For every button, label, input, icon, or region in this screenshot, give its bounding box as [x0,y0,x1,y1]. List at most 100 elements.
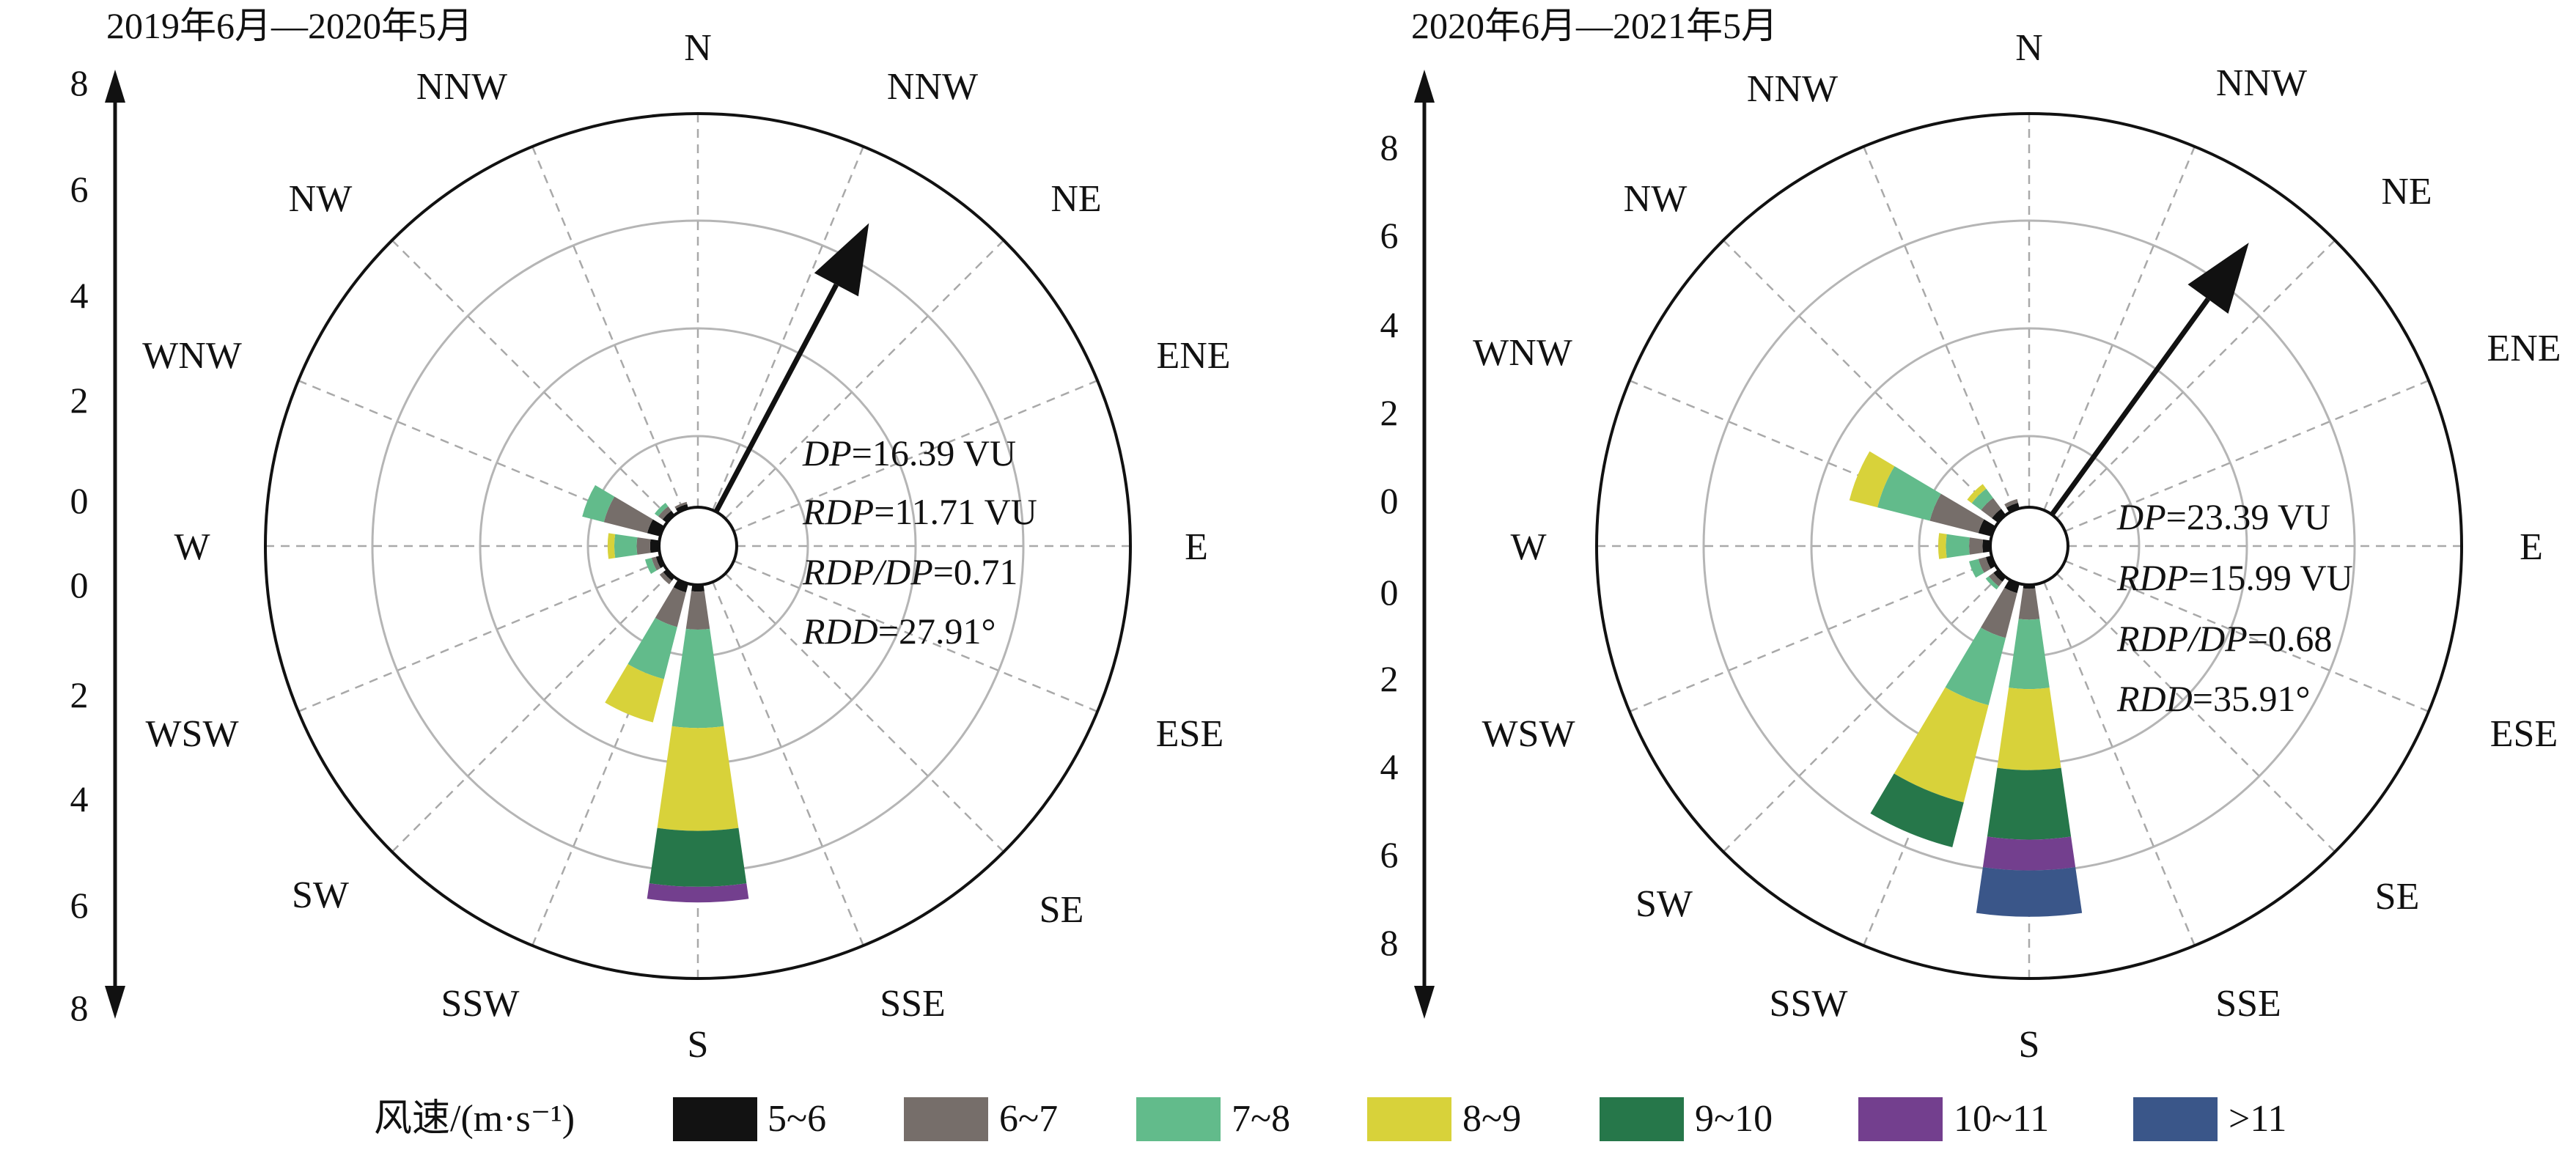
panel-2-petal-270-bin-6-7 [1969,537,1984,555]
panel-2-spoke [2043,146,2196,511]
wind-rose-panel-1: 2019年6月—2020年5月 8 6 4 2 0 0 2 4 6 8 [70,5,1231,1066]
panel-2-petal-270-bin-8-9 [1937,533,1947,559]
panel-2-dir-label: WSW [1482,713,1575,755]
panel-1-dir-label: S [688,1024,709,1066]
panel-1-tick-upper-4: 4 [70,275,89,316]
panel-1-petal-315-bin-6-7 [658,506,671,520]
panel-2-dir-label: SW [1635,883,1693,925]
panel-1-tick-lower-6: 6 [70,885,89,926]
panel-2-petal-248-bin-6-7 [1978,557,1991,573]
panel-2-arrow-shaft [2050,297,2210,517]
panel-1-stat-rdp: RDP=11.71 VU [802,491,1037,532]
legend-swatch-gt11 [2133,1097,2218,1141]
panel-1-dir-label: ESE [1156,713,1223,755]
panel-2-petal-225-bin-5-6 [1993,569,2006,582]
panel-2-tick-upper-4: 4 [1380,304,1399,345]
panel-1-spoke [298,560,663,712]
panel-2-tick-lower-8: 8 [1380,922,1399,963]
panel-1-spoke [733,380,1098,532]
panel-1-petal-180-bin-9-10 [649,828,747,887]
panel-2-dir-label: WNW [1473,332,1572,374]
panel-2-spoke [1722,239,2003,520]
legend-swatch-7-8 [1136,1097,1221,1141]
panel-2-stat-rdp: RDP=15.99 VU [2116,557,2353,598]
panel-1-petal-248-bin-7-8 [644,558,657,574]
panel-1-petal-203-bin-6-7 [655,587,686,627]
panel-2-petal-293-bin-7-8 [1877,465,1941,521]
panel-2-resultant-arrow [2050,243,2249,517]
panel-1-petal-315-bin-5-6 [662,510,675,523]
panel-2-tick-lower-2: 2 [1380,658,1399,699]
panel-1-petal-270-bin-6-7 [636,537,651,555]
panel-1-axis-arrow-up [105,70,125,103]
panel-1-stat-rdp-dp: RDP/DP=0.71 [802,551,1017,592]
panel-2-spoke [2043,581,2196,946]
panel-2-petal-225-bin-6-7 [1988,572,2003,587]
panel-2-petal-293-bin-6-7 [1929,493,1984,534]
panel-1-axis: 8 6 4 2 0 0 2 4 6 8 [70,62,125,1028]
panel-1-tick-lower-2: 2 [70,674,89,715]
panel-1-dir-label: WSW [145,713,238,755]
speed-legend: 风速/(m·s⁻¹) 5~6 6~7 7~8 8~9 9~10 10~11 >1… [374,1097,2286,1141]
panel-1-petal-315-bin-7-8 [654,502,669,517]
panel-1-spoke [724,572,1005,853]
panel-1-stat-rdd: RDD=27.91° [802,611,996,652]
panel-1-petal-203-bin-7-8 [628,618,677,679]
legend-label-7-8: 7~8 [1232,1098,1290,1140]
panel-2-dir-label: NE [2381,171,2432,213]
panel-1-petal-180-bin-6-7 [685,591,710,630]
panel-2-spoke [1722,572,2003,853]
panel-1-tick-upper-6: 6 [70,169,89,210]
panel-1-dir-label: NE [1050,178,1101,220]
panel-2-stats: DP=23.39 VU RDP=15.99 VU RDP/DP=0.68 RDD… [2116,496,2353,719]
legend-label-6-7: 6~7 [999,1098,1058,1140]
panel-1-tick-lower-0: 0 [70,564,89,605]
panel-1-petal-180-bin-5-6 [691,584,704,592]
panel-2-spokes [1597,114,2462,978]
panel-1-dir-label: SSW [441,983,520,1025]
panel-2-petal-203-bin-8-9 [1894,687,1989,803]
panel-1-tick-lower-4: 4 [70,778,89,819]
panel-1-dir-label: NNW [887,66,978,108]
panel-1-dir-label: ENE [1156,335,1230,377]
legend-swatch-5-6 [673,1097,757,1141]
panel-1-stat-dp: DP=16.39 VU [802,432,1016,473]
panel-2-dir-label: NW [1624,178,1688,220]
panel-2-direction-labels: N NNW NE ENE E ESE SE SSE S SSW SW WSW W… [1473,27,2561,1066]
panel-2-arrow-head [2187,243,2249,314]
panel-2-dir-label: SSW [1770,983,1848,1025]
panel-2-tick-upper-6: 6 [1380,215,1399,256]
panel-2-petal-180-bin-10-11 [1982,836,2076,871]
panel-1-spoke [724,239,1005,520]
panel-2-petal-248-bin-5-6 [1985,556,1996,570]
panel-2-axis: 8 6 4 2 0 0 2 4 6 8 [1380,70,1435,1019]
panel-2-spoke [1863,146,2015,511]
legend-label-8-9: 8~9 [1462,1098,1521,1140]
panel-1-dir-label: E [1185,526,1208,568]
panel-2-petal-203-bin-7-8 [1945,627,2006,706]
panel-2-petal-338-bin-6-7 [2004,498,2018,508]
panel-1-spoke [391,239,671,520]
panel-2-stat-rdd: RDD=35.91° [2116,678,2310,719]
panel-1-tick-lower-8: 8 [70,987,89,1028]
panel-1-stats: DP=16.39 VU RDP=11.71 VU RDP/DP=0.71 RDD… [802,432,1037,652]
panel-2-spoke [2056,572,2336,853]
panel-1-petal-248-bin-6-7 [651,556,661,571]
panel-2-petal-203-bin-6-7 [1980,587,2017,638]
panel-1-center-hole [658,506,738,586]
panel-1-spoke [712,581,864,946]
panel-2-tick-lower-4: 4 [1380,746,1399,787]
panel-2-stat-rdp-dp: RDP/DP=0.68 [2116,618,2332,659]
panel-1-petals [582,484,749,903]
panel-1-arrow-head [814,223,869,297]
panel-1-dir-label: WNW [142,335,242,377]
legend-swatch-6-7 [904,1097,988,1141]
panel-1-petal-270-bin-8-9 [607,533,616,559]
panel-2-dir-label: E [2520,526,2543,568]
panel-1-spoke [391,572,671,853]
panel-2-dir-label: ESE [2490,713,2558,755]
panel-2-petal-180-bin-gt11 [1976,867,2083,917]
panel-1-title: 2019年6月—2020年5月 [106,5,473,46]
panel-2-petal-180-bin-8-9 [1997,688,2061,770]
